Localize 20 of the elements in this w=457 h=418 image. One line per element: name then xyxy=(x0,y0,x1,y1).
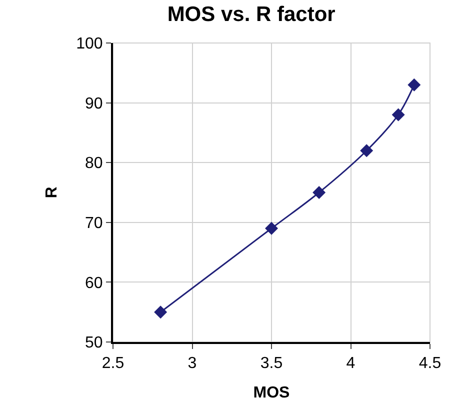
point xyxy=(392,108,405,122)
x-tick-label: 2.5 xyxy=(102,355,124,372)
x-axis-title: MOS xyxy=(253,384,290,402)
x-tick-label: 4 xyxy=(346,355,356,372)
y-tick-label: 90 xyxy=(85,95,103,112)
point xyxy=(265,222,278,235)
point xyxy=(154,306,168,319)
point xyxy=(360,144,374,158)
y-axis-title: R xyxy=(43,186,60,198)
chart-title: MOS vs. R factor xyxy=(167,2,336,26)
y-tick-label: 100 xyxy=(76,36,103,53)
y-tick-label: 60 xyxy=(85,274,103,292)
point xyxy=(312,186,326,199)
y-tick-label: 80 xyxy=(85,155,103,172)
point xyxy=(408,78,421,92)
x-tick-label: 4.5 xyxy=(418,355,442,372)
y-tick-label: 50 xyxy=(85,334,103,352)
x-tick-label: 3 xyxy=(188,355,197,372)
y-tick-label: 70 xyxy=(85,215,103,232)
x-tick-label: 3.5 xyxy=(260,355,283,372)
